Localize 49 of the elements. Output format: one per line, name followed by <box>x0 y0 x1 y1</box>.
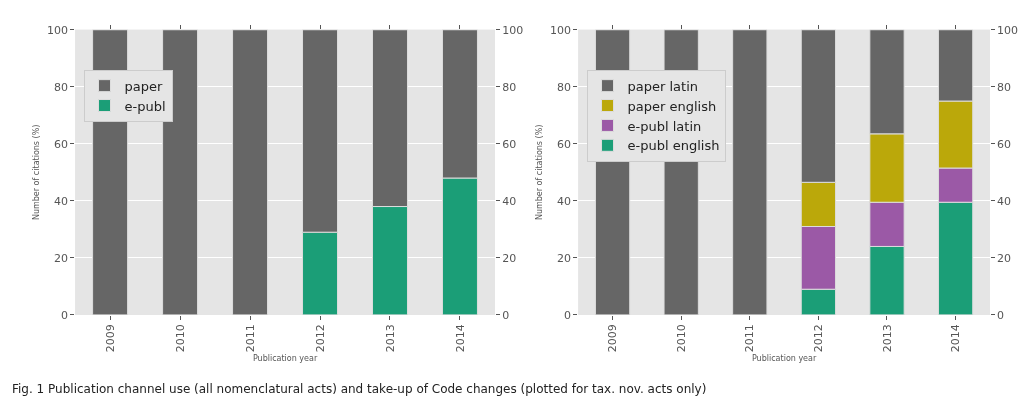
bar <box>232 29 269 315</box>
bar <box>732 29 768 315</box>
x-tick-label: 2011 <box>243 324 257 353</box>
y2-tick-label: 20 <box>502 251 517 265</box>
x-axis-title: Publication year <box>252 354 318 364</box>
y2-tick-label: 100 <box>997 23 1019 37</box>
y-tick-label: 20 <box>53 251 68 265</box>
x-tick-label: 2013 <box>880 324 894 353</box>
y2-tick-label: 0 <box>502 308 510 322</box>
x-tick-label: 2013 <box>383 324 397 353</box>
y2-tick-label: 100 <box>502 23 524 37</box>
x-tick-label: 2011 <box>743 324 757 353</box>
y2-tick-label: 80 <box>997 80 1012 94</box>
y-axis-title: Number of citations (%) <box>534 124 544 221</box>
legend-label: e-publ latin <box>627 118 702 134</box>
x-tick-label: 2012 <box>313 324 327 353</box>
y-tick-label: 40 <box>557 194 572 208</box>
x-axis-title: Publication year <box>751 354 817 364</box>
y-tick-label: 60 <box>53 137 68 151</box>
x-tick-label: 2014 <box>949 324 963 353</box>
x-tick-label: 2012 <box>811 324 825 353</box>
x-tick-label: 2009 <box>103 324 117 353</box>
y-tick-label: 60 <box>557 137 572 151</box>
y2-tick-label: 80 <box>502 80 517 94</box>
y-tick-label: 40 <box>53 194 68 208</box>
x-tick-label: 2009 <box>606 324 620 353</box>
legend-label: paper <box>124 78 163 94</box>
x-tick-label: 2010 <box>173 324 187 353</box>
legend-label: e-publ <box>124 98 166 114</box>
legend-label: e-publ english <box>627 138 720 154</box>
y2-tick-label: 60 <box>997 137 1012 151</box>
y-tick-label: 80 <box>53 80 68 94</box>
y-tick-label: 100 <box>550 23 572 37</box>
caption: Fig. 1 Publication channel use (all nomenclatural acts) and take-up of Code changes (plotted for tax. nov. acts only) <box>12 382 707 396</box>
y2-tick-label: 60 <box>502 137 517 151</box>
y-tick-label: 0 <box>60 308 68 322</box>
y-tick-label: 0 <box>564 308 572 322</box>
y2-tick-label: 40 <box>502 194 517 208</box>
y-axis-title: Number of citations (%) <box>31 124 41 221</box>
legend-label: paper english <box>627 98 717 114</box>
x-tick-label: 2014 <box>453 324 467 353</box>
y-tick-label: 20 <box>557 251 572 265</box>
y2-tick-label: 20 <box>997 251 1012 265</box>
y-tick-label: 80 <box>557 80 572 94</box>
x-tick-label: 2010 <box>674 324 688 353</box>
legend-label: paper latin <box>627 78 699 94</box>
y2-tick-label: 0 <box>997 308 1005 322</box>
y2-tick-label: 40 <box>997 194 1012 208</box>
y-tick-label: 100 <box>46 23 68 37</box>
